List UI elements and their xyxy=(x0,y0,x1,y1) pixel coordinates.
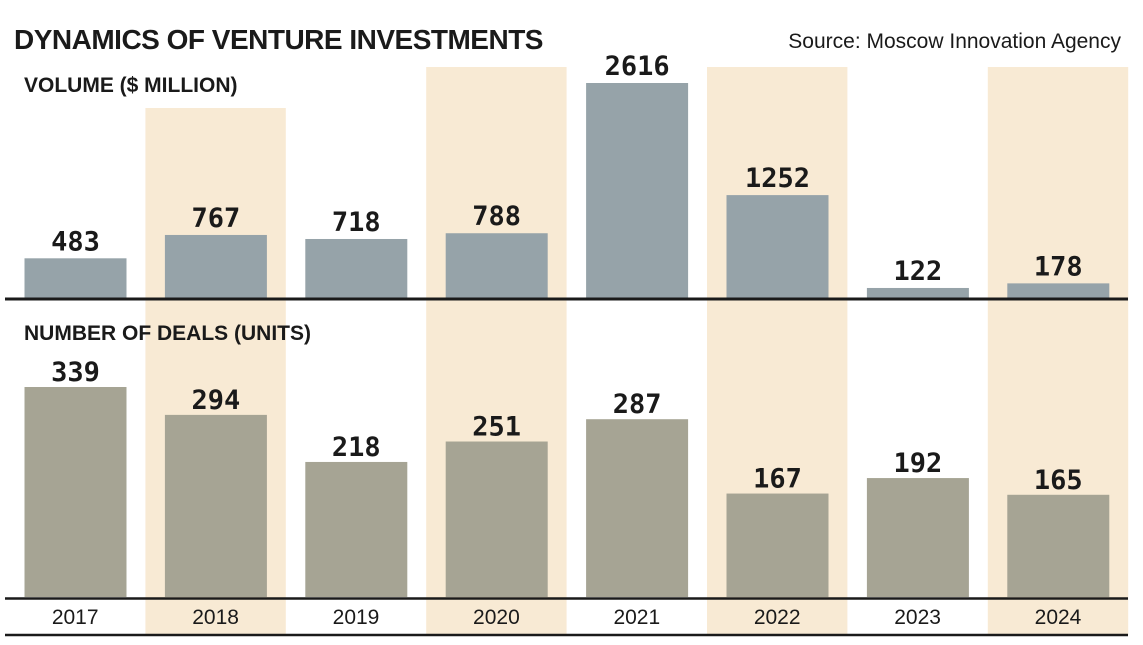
year-tick-label: 2020 xyxy=(473,606,520,629)
year-tick-label: 2021 xyxy=(613,606,660,629)
volume-value-label: 2616 xyxy=(605,51,670,82)
deals-value-label: 287 xyxy=(613,389,662,420)
deals-bars xyxy=(24,387,1110,597)
volume-value-label: 767 xyxy=(192,203,241,234)
year-tick-label: 2018 xyxy=(192,606,239,629)
volume-value-label: 483 xyxy=(51,226,100,257)
deals-value-label: 165 xyxy=(1034,465,1083,496)
deals-value-label: 339 xyxy=(51,357,100,388)
deals-bar-2020 xyxy=(445,441,548,597)
deals-bar-2022 xyxy=(726,493,829,597)
deals-bar-2023 xyxy=(866,478,969,597)
deals-bar-2024 xyxy=(1007,494,1110,597)
deals-value-label: 251 xyxy=(472,412,521,443)
volume-value-label: 1252 xyxy=(745,163,810,194)
volume-bars xyxy=(24,83,1110,298)
volume-bar-2017 xyxy=(24,258,127,298)
volume-value-label: 718 xyxy=(332,207,381,238)
year-tick-label: 2019 xyxy=(333,606,380,629)
volume-bar-2021 xyxy=(586,83,689,298)
year-tick-label: 2024 xyxy=(1035,606,1082,629)
value-labels: 483 767 718 788 2616 1252 122 178 339 294 218 251 28… xyxy=(51,51,1083,496)
volume-panel-title: VOLUME ($ MILLION) xyxy=(24,74,238,97)
chart-title: DYNAMICS OF VENTURE INVESTMENTS xyxy=(14,24,543,55)
volume-value-label: 122 xyxy=(894,256,943,287)
deals-panel-title: NUMBER OF DEALS (UNITS) xyxy=(24,322,311,345)
volume-bar-2022 xyxy=(726,195,829,298)
deals-value-label: 218 xyxy=(332,432,381,463)
deals-bar-2017 xyxy=(24,387,127,597)
source-note: Source: Moscow Innovation Agency xyxy=(788,30,1121,53)
deals-bar-2021 xyxy=(586,419,689,597)
deals-value-label: 294 xyxy=(192,385,241,416)
axes xyxy=(5,297,1128,637)
volume-bar-2020 xyxy=(445,233,548,298)
volume-bar-2024 xyxy=(1007,283,1110,298)
volume-bar-2018 xyxy=(164,234,267,298)
volume-bar-2023 xyxy=(866,287,969,298)
deals-bar-2019 xyxy=(305,461,408,597)
year-tick-label: 2022 xyxy=(754,606,801,629)
deals-bar-2018 xyxy=(164,414,267,597)
deals-value-label: 192 xyxy=(894,448,943,479)
volume-value-label: 788 xyxy=(472,201,521,232)
year-tick-labels: 2017 2018 2019 2020 2021 2022 2023 2024 xyxy=(52,606,1082,629)
volume-value-label: 178 xyxy=(1034,251,1083,282)
year-tick-label: 2023 xyxy=(894,606,941,629)
deals-value-label: 167 xyxy=(753,464,802,495)
volume-bar-2019 xyxy=(305,238,408,298)
year-tick-label: 2017 xyxy=(52,606,99,629)
